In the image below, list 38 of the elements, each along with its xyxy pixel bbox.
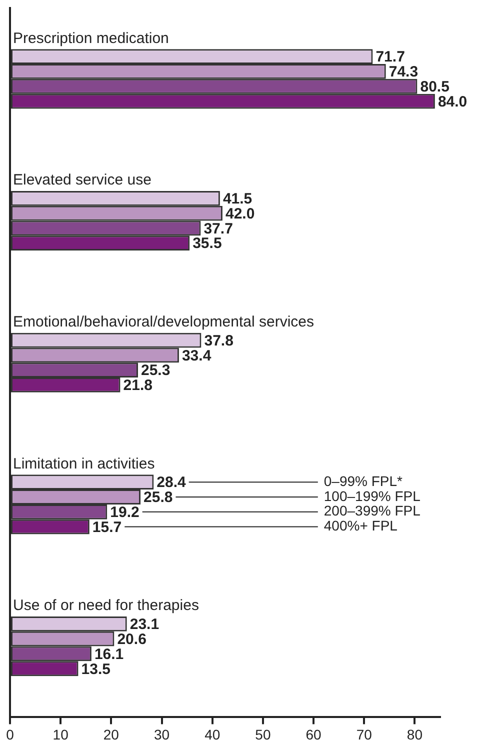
data-label: 28.4 xyxy=(156,474,187,492)
x-tick-label: 70 xyxy=(356,726,372,742)
data-label: 37.8 xyxy=(204,332,234,350)
data-label: 84.0 xyxy=(438,93,468,110)
x-tick-label: 40 xyxy=(204,726,220,742)
x-tick-label: 30 xyxy=(154,726,170,742)
text: 200–399% FPL xyxy=(324,502,421,519)
data-label: 15.7 xyxy=(92,518,122,536)
data-label: 25.8 xyxy=(144,489,173,506)
data-label: 41.5 xyxy=(222,190,252,208)
data-label: 19.2 xyxy=(110,504,140,522)
x-tick-label: 0 xyxy=(6,726,14,742)
data-label: 21.8 xyxy=(123,377,152,394)
y-tick-label: Emotional/behavioral/developmental services xyxy=(13,313,314,330)
y-tick-label: Limitation in activities xyxy=(13,455,155,472)
data-label: 42.0 xyxy=(225,205,255,222)
x-tick-label: 20 xyxy=(103,726,120,742)
y-tick-label: Elevated service use xyxy=(13,172,152,189)
text: 100–199% FPL xyxy=(324,488,421,504)
x-tick-label: 10 xyxy=(52,726,69,742)
data-label: 13.5 xyxy=(81,660,110,678)
data-label: 16.1 xyxy=(94,646,124,663)
x-tick-label: 60 xyxy=(306,726,322,742)
data-label: 33.4 xyxy=(182,347,212,364)
data-label: 23.1 xyxy=(130,616,160,634)
data-label: 80.5 xyxy=(420,78,450,96)
data-label: 74.3 xyxy=(388,64,418,81)
text: 400%+ FPL xyxy=(324,518,398,534)
x-tick-label: 50 xyxy=(255,726,271,742)
data-label: 20.6 xyxy=(117,630,146,648)
y-tick-label: Prescription medication xyxy=(13,30,169,47)
text: 0–99% FPL* xyxy=(324,472,404,489)
data-label: 35.5 xyxy=(192,235,222,252)
x-tick-label: 80 xyxy=(406,726,423,742)
data-label: 25.3 xyxy=(140,362,170,380)
data-label: 37.7 xyxy=(204,220,233,238)
y-tick-label: Use of or need for therapies xyxy=(13,597,199,614)
data-label: 71.7 xyxy=(376,48,405,66)
